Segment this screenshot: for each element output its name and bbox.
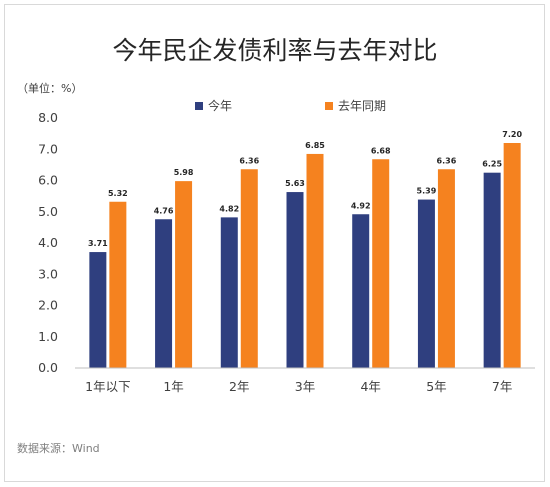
x-tick-label: 3年 <box>295 379 315 394</box>
x-tick-label: 1年以下 <box>85 379 130 394</box>
source-note: 数据来源：Wind <box>17 441 100 455</box>
bar-value-label: 5.63 <box>285 179 305 188</box>
bar-this-year <box>89 252 107 368</box>
bar-value-label: 6.68 <box>371 146 391 155</box>
bar-value-label: 6.85 <box>305 141 325 150</box>
y-tick-label: 4.0 <box>38 235 58 250</box>
x-tick-label: 1年 <box>163 379 183 394</box>
x-tick-label: 4年 <box>360 379 380 394</box>
x-tick-label: 2年 <box>229 379 249 394</box>
y-tick-label: 6.0 <box>38 173 58 188</box>
bar-value-label: 3.71 <box>88 239 108 248</box>
y-axis: 0.0 1.0 2.0 3.0 4.0 5.0 6.0 7.0 8.0 <box>38 110 58 375</box>
bar-value-label: 6.25 <box>482 160 502 169</box>
bar-this-year <box>155 219 173 368</box>
unit-label: （单位：%） <box>17 81 82 95</box>
y-tick-label: 1.0 <box>38 329 58 344</box>
bar-last-year <box>372 159 390 368</box>
bar-last-year <box>306 153 324 368</box>
bar-value-label: 7.20 <box>502 130 522 139</box>
bar-value-label: 6.36 <box>437 156 457 165</box>
x-axis: 1年以下 1年 2年 3年 4年 5年 7年 <box>75 367 535 394</box>
bar-value-label: 4.76 <box>154 206 174 215</box>
chart: 今年民企发债利率与去年对比 （单位：%） 今年 去年同期 0.0 1.0 2.0 3.0… <box>17 36 535 455</box>
legend-swatch <box>195 102 203 110</box>
legend-swatch <box>325 102 333 110</box>
bar-value-label: 5.32 <box>108 189 128 198</box>
bar-value-label: 4.92 <box>351 201 371 210</box>
x-tick-label: 7年 <box>492 379 512 394</box>
bar-this-year <box>220 217 238 368</box>
bar-last-year <box>175 181 193 368</box>
bar-value-label: 5.39 <box>417 187 437 196</box>
legend-label: 去年同期 <box>338 99 386 113</box>
bar-last-year <box>437 169 455 368</box>
bar-last-year <box>240 169 258 368</box>
legend: 今年 去年同期 <box>195 98 386 113</box>
y-tick-label: 7.0 <box>38 141 58 156</box>
y-tick-label: 0.0 <box>38 360 58 375</box>
legend-label: 今年 <box>208 98 232 113</box>
bar-last-year <box>109 201 127 368</box>
x-tick-label: 5年 <box>426 379 446 394</box>
bars: 3.71 5.32 4.76 5.98 4.82 6.36 5.63 6.85 4.92 6.68… <box>88 130 522 368</box>
y-tick-label: 5.0 <box>38 204 58 219</box>
bar-value-label: 4.82 <box>219 204 239 213</box>
bar-this-year <box>286 192 304 368</box>
bar-last-year <box>503 143 521 368</box>
bar-this-year <box>483 172 501 368</box>
bar-this-year <box>352 214 370 368</box>
y-tick-label: 2.0 <box>38 298 58 313</box>
bar-this-year <box>417 199 435 368</box>
y-tick-label: 8.0 <box>38 110 58 125</box>
chart-frame: 今年民企发债利率与去年对比 （单位：%） 今年 去年同期 0.0 1.0 2.0 3.0… <box>4 4 545 482</box>
chart-title: 今年民企发债利率与去年对比 <box>112 36 437 65</box>
y-tick-label: 3.0 <box>38 266 58 281</box>
bar-value-label: 5.98 <box>174 168 194 177</box>
bar-value-label: 6.36 <box>239 156 259 165</box>
